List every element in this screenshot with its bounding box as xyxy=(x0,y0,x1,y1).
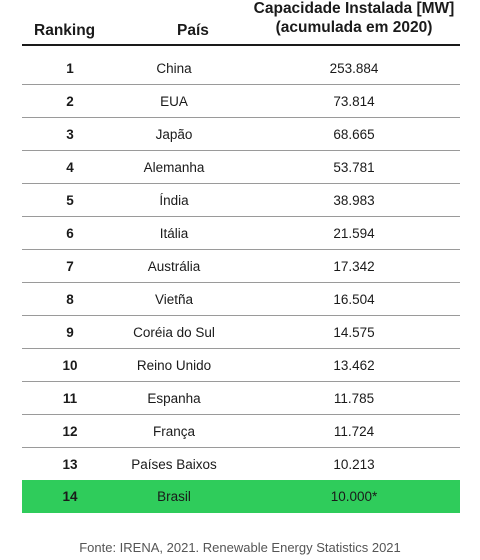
table-row: 7 Austrália 17.342 xyxy=(22,250,460,283)
capacity-cell: 21.594 xyxy=(333,226,375,241)
rank-cell: 10 xyxy=(62,358,78,373)
country-cell: Países Baixos xyxy=(131,457,217,472)
capacity-cell: 38.983 xyxy=(333,193,375,208)
capacity-cell: 68.665 xyxy=(333,127,375,142)
country-cell: Espanha xyxy=(147,391,201,406)
rank-cell: 12 xyxy=(62,424,78,439)
table-row: 3 Japão 68.665 xyxy=(22,118,460,151)
capacity-cell: 13.462 xyxy=(333,358,375,373)
header-capacity-line1: Capacidade Instalada [MW] xyxy=(253,0,455,17)
country-cell: Brasil xyxy=(157,489,191,504)
rank-cell: 6 xyxy=(66,226,74,241)
country-cell: Austrália xyxy=(147,259,201,274)
country-cell: Vietña xyxy=(154,292,194,307)
table-row: 8 Vietña 16.504 xyxy=(22,283,460,316)
table-header: Ranking País Capacidade Instalada [MW] (… xyxy=(22,0,460,46)
country-cell: Itália xyxy=(159,226,189,241)
table-row: 4 Alemanha 53.781 xyxy=(22,151,460,184)
table-row: 10 Reino Unido 13.462 xyxy=(22,349,460,382)
capacity-cell: 11.724 xyxy=(333,424,375,439)
country-cell: Reino Unido xyxy=(136,358,212,373)
capacity-cell: 10.000* xyxy=(330,489,378,504)
header-ranking: Ranking xyxy=(34,22,96,39)
country-cell: China xyxy=(156,61,192,76)
header-country: País xyxy=(177,22,209,39)
table-row: 6 Itália 21.594 xyxy=(22,217,460,250)
rank-cell: 13 xyxy=(62,457,78,472)
source-note: Fonte: IRENA, 2021. Renewable Energy Sta… xyxy=(79,540,401,555)
table-row-highlighted: 14 Brasil 10.000* xyxy=(22,480,460,513)
rank-cell: 9 xyxy=(66,325,74,340)
capacity-cell: 14.575 xyxy=(333,325,375,340)
capacity-cell: 73.814 xyxy=(333,94,375,109)
capacity-cell: 16.504 xyxy=(333,292,375,307)
table-row: 5 Índia 38.983 xyxy=(22,184,460,217)
table-row: 11 Espanha 11.785 xyxy=(22,382,460,415)
capacity-cell: 53.781 xyxy=(333,160,375,175)
table-body: 1 China 253.884 2 EUA 73.814 3 Japão 68.665 4 Alem… xyxy=(22,52,460,513)
rank-cell: 11 xyxy=(62,391,78,406)
rank-cell: 2 xyxy=(66,94,74,109)
capacity-cell: 11.785 xyxy=(333,391,375,406)
country-cell: Índia xyxy=(159,193,189,208)
table-row: 2 EUA 73.814 xyxy=(22,85,460,118)
rank-cell: 4 xyxy=(66,160,74,175)
rank-cell: 8 xyxy=(66,292,74,307)
capacity-cell: 253.884 xyxy=(329,61,379,76)
rank-cell: 5 xyxy=(66,193,74,208)
country-cell: Coréia do Sul xyxy=(133,325,215,340)
rank-cell: 14 xyxy=(62,489,78,504)
rank-cell: 7 xyxy=(66,259,74,274)
table-row: 9 Coréia do Sul 14.575 xyxy=(22,316,460,349)
country-cell: Japão xyxy=(155,127,193,142)
rank-cell: 1 xyxy=(66,61,74,76)
country-cell: Alemanha xyxy=(143,160,205,175)
country-cell: EUA xyxy=(160,94,188,109)
table-row: 1 China 253.884 xyxy=(22,52,460,85)
header-capacity-line2: (acumulada em 2020) xyxy=(275,19,433,36)
table-row: 12 França 11.724 xyxy=(22,415,460,448)
header-capacity: Capacidade Instalada [MW] (acumulada em … xyxy=(234,0,474,37)
capacity-cell: 10.213 xyxy=(333,457,375,472)
country-cell: França xyxy=(152,424,196,439)
table-row: 13 Países Baixos 10.213 xyxy=(22,448,460,481)
capacity-cell: 17.342 xyxy=(333,259,375,274)
rank-cell: 3 xyxy=(66,127,74,142)
